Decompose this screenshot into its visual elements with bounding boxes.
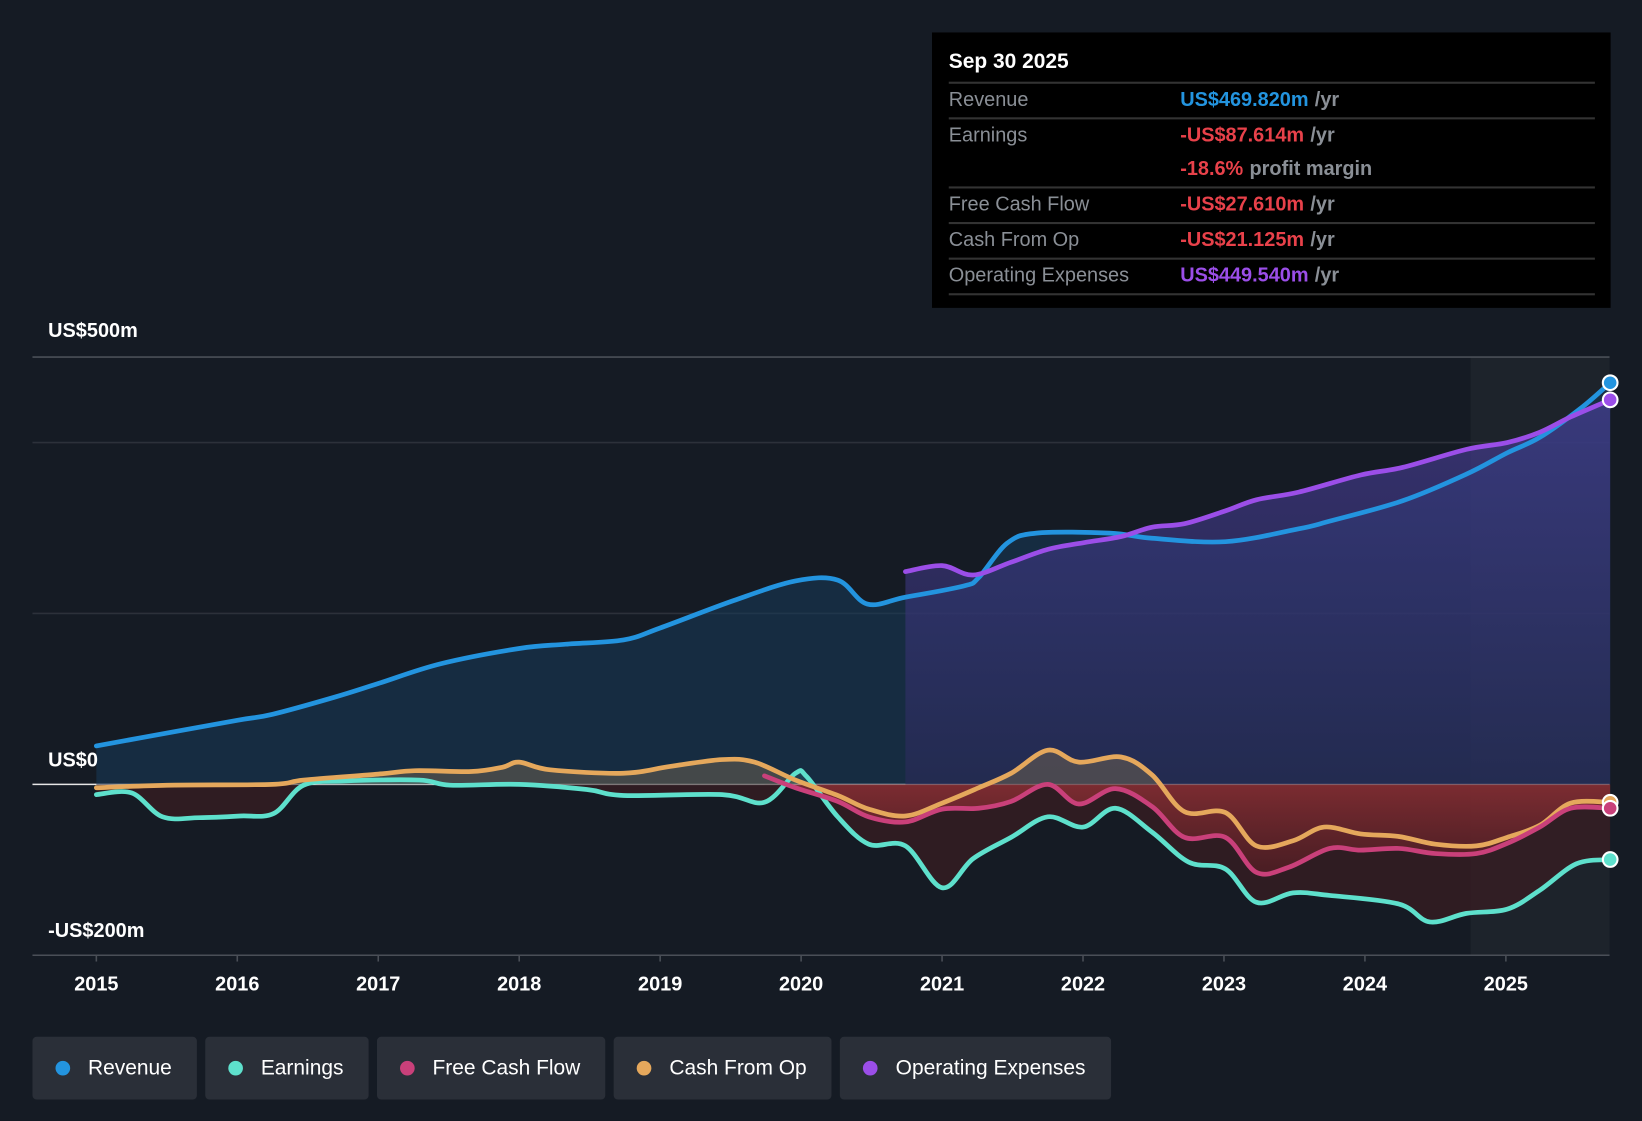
y-tick-label-neg200: -US$200m [48, 920, 145, 943]
tooltip-unit: /yr [1314, 89, 1340, 112]
legend-label: Earnings [260, 1056, 344, 1080]
fcf-end-point [1601, 799, 1619, 817]
y-tick-label-500: US$500m [48, 320, 138, 343]
tooltip-unit: /yr [1310, 124, 1335, 147]
tooltip-row-opex: Operating Expenses US$449.540m/yr [948, 260, 1595, 296]
tooltip-unit: /yr [1310, 229, 1335, 252]
legend-label: Revenue [87, 1056, 172, 1080]
earnings-end-point [1601, 851, 1619, 868]
legend-item-operating-expenses[interactable]: Operating Expenses [840, 1036, 1111, 1100]
fcf-dot-icon [400, 1060, 415, 1076]
tooltip-label: Earnings [948, 124, 1028, 147]
legend: Revenue Earnings Free Cash Flow Cash Fro… [32, 1036, 1111, 1100]
revenue-end-point [1601, 374, 1619, 392]
tooltip-row-cfo: Cash From Op -US$21.125m/yr [948, 224, 1595, 260]
tooltip-date: Sep 30 2025 [948, 47, 1595, 84]
fcf-line [762, 773, 1613, 877]
x-tick-label: 2023 [1202, 974, 1246, 996]
legend-item-free-cash-flow[interactable]: Free Cash Flow [376, 1036, 606, 1100]
tooltip-row-earnings: Earnings -US$87.614m/yr -18.6% profit mar… [948, 119, 1595, 189]
tooltip-unit: /yr [1310, 193, 1335, 216]
tooltip-row-fcf: Free Cash Flow -US$27.610m/yr [948, 188, 1595, 225]
x-tick-label: 2017 [356, 974, 400, 996]
x-tick-label: 2016 [215, 974, 259, 996]
opex-area [905, 399, 1611, 785]
revenue-dot-icon [55, 1060, 71, 1076]
opex-line [903, 397, 1613, 578]
legend-label: Cash From Op [669, 1056, 807, 1080]
x-tick-label: 2022 [1061, 974, 1105, 996]
tooltip-value: US$469.820m [1180, 89, 1309, 112]
legend-item-revenue[interactable]: Revenue [32, 1036, 197, 1100]
x-tick-label: 2020 [779, 974, 823, 996]
profit-margin-value: -18.6% [1180, 158, 1244, 181]
legend-label: Operating Expenses [895, 1056, 1086, 1080]
x-tick-label: 2021 [920, 974, 964, 996]
x-tick-label: 2015 [74, 974, 118, 996]
tooltip-value: US$449.540m [1180, 264, 1309, 287]
opex-dot-icon [863, 1060, 878, 1076]
tooltip-unit: /yr [1314, 264, 1340, 287]
earnings-line [93, 768, 1613, 925]
tooltip-row-revenue: Revenue US$469.820m/yr [948, 84, 1595, 120]
legend-label: Free Cash Flow [432, 1056, 581, 1080]
tooltip: Sep 30 2025 Revenue US$469.820m/yr Earni… [932, 32, 1611, 308]
tooltip-label: Cash From Op [948, 229, 1080, 252]
tooltip-label: Free Cash Flow [948, 193, 1090, 216]
cfo-dot-icon [636, 1060, 652, 1076]
tooltip-value: -US$27.610m [1180, 193, 1305, 216]
y-tick-label-0: US$0 [48, 749, 98, 772]
x-tick-label: 2019 [638, 974, 682, 996]
opex-end-point [1601, 391, 1619, 409]
x-tick-label: 2024 [1343, 974, 1387, 996]
x-tick-label: 2025 [1484, 974, 1528, 996]
earnings-dot-icon [228, 1060, 244, 1076]
profit-margin-label: profit margin [1249, 158, 1373, 181]
legend-item-earnings[interactable]: Earnings [205, 1036, 369, 1100]
tooltip-value: -US$87.614m [1180, 124, 1305, 147]
cfo-area [96, 750, 1611, 785]
legend-item-cash-from-op[interactable]: Cash From Op [613, 1036, 832, 1100]
tooltip-value: -US$21.125m [1180, 229, 1305, 252]
x-tick-label: 2018 [497, 974, 541, 996]
revenue-line [93, 380, 1613, 749]
tooltip-label: Operating Expenses [948, 264, 1130, 287]
cfo-line [93, 747, 1613, 850]
tooltip-label: Revenue [948, 89, 1029, 112]
